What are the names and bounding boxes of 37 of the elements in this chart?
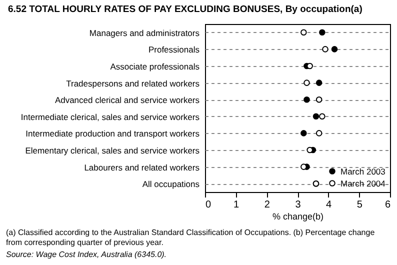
y-tick-label: Advanced clerical and service workers (54, 95, 200, 106)
x-axis-title: % change(b) (272, 212, 324, 222)
point (316, 130, 322, 136)
source-note: Source: Wage Cost Index, Australia (6345.0). (6, 250, 168, 260)
x-tick-label: 5 (356, 200, 363, 210)
y-tick-label: Tradespersons and related workers (66, 78, 200, 88)
x-tick-label: 3 (295, 200, 302, 210)
x-tick-label: 2 (264, 200, 270, 210)
point (306, 146, 313, 154)
legend-label: March 2003 (340, 166, 386, 176)
point (304, 80, 310, 86)
y-tick-label: Managers and administrators (89, 28, 200, 38)
legend-label: March 2004 (340, 178, 386, 188)
point (304, 96, 310, 103)
point (300, 130, 307, 136)
x-tick-label: 1 (234, 200, 240, 210)
y-tick-label: Elementary clerical, sales and service workers (25, 146, 200, 156)
y-tick-label: Labourers and related workers (84, 162, 200, 172)
point (319, 113, 326, 120)
x-tick-label: 6 (384, 200, 391, 210)
y-tick-label: Intermediate production and transport workers (26, 128, 200, 139)
point (300, 29, 307, 36)
x-tick-label: 4 (326, 200, 332, 210)
point (316, 80, 322, 86)
point (322, 46, 328, 52)
x-tick-label: 0 (206, 200, 212, 210)
y-tick-label: All occupations (142, 179, 200, 190)
point (312, 113, 320, 120)
point (331, 46, 338, 52)
chart-title: 6.52 TOTAL HOURLY RATES OF PAY EXCLUDING BONUSES, By occupation(a) (7, 3, 364, 17)
y-tick-label: Professionals (148, 44, 200, 55)
point (306, 62, 313, 70)
point (316, 96, 322, 103)
y-tick-label: Associate professionals (110, 62, 200, 72)
y-tick-label: Intermediate clerical, sales and service workers (20, 112, 200, 122)
text: (a) Classified according to the Australian Standard Classification of Occupations. (b) Percentage change from corresponding quarter of previous year. (6, 228, 376, 248)
point (319, 29, 326, 36)
